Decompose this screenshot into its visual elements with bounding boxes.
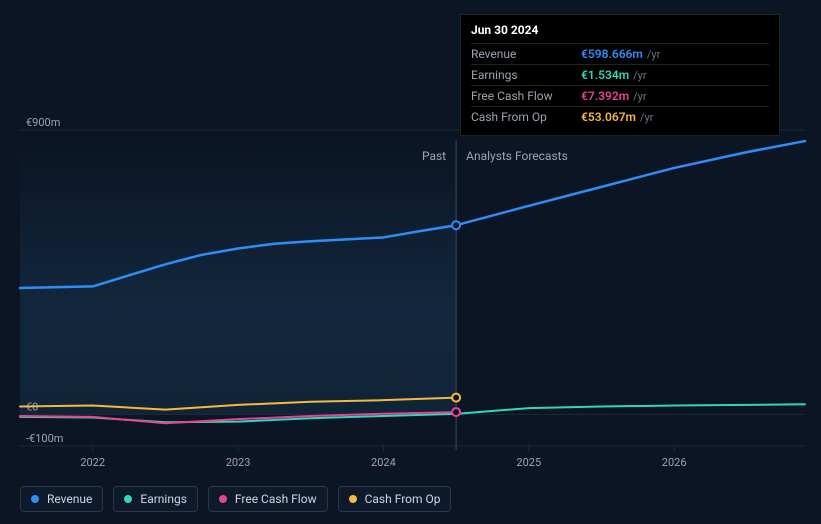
- tooltip-unit: /yr: [633, 69, 646, 82]
- legend-label: Cash From Op: [365, 492, 441, 506]
- legend-dot-icon: [349, 495, 357, 503]
- forecast-label: Analysts Forecasts: [466, 149, 568, 163]
- chart-tooltip: Jun 30 2024 Revenue€598.666m/yrEarnings€…: [460, 14, 780, 136]
- svg-text:2026: 2026: [662, 456, 687, 469]
- legend-label: Revenue: [47, 492, 92, 506]
- chart-legend: Revenue Earnings Free Cash Flow Cash From O…: [20, 486, 451, 512]
- tooltip-row: Earnings€1.534m/yr: [471, 64, 769, 85]
- tooltip-unit: /yr: [647, 48, 660, 61]
- svg-text:2022: 2022: [80, 456, 105, 469]
- legend-item-earnings[interactable]: Earnings: [113, 486, 198, 512]
- marker-cfo: [452, 394, 460, 402]
- legend-dot-icon: [31, 495, 39, 503]
- svg-text:€900m: €900m: [26, 116, 60, 129]
- legend-dot-icon: [124, 495, 132, 503]
- past-label: Past: [422, 149, 446, 163]
- tooltip-row: Revenue€598.666m/yr: [471, 43, 769, 64]
- tooltip-row: Cash From Op€53.067m/yr: [471, 106, 769, 127]
- tooltip-label: Cash From Op: [471, 110, 581, 124]
- tooltip-date: Jun 30 2024: [471, 23, 769, 37]
- tooltip-unit: /yr: [640, 111, 653, 124]
- marker-fcf: [452, 408, 460, 416]
- svg-text:2023: 2023: [226, 456, 251, 469]
- svg-text:2025: 2025: [516, 456, 541, 469]
- legend-item-revenue[interactable]: Revenue: [20, 486, 103, 512]
- tooltip-unit: /yr: [633, 90, 646, 103]
- tooltip-value: €1.534m: [581, 68, 629, 82]
- svg-text:-€100m: -€100m: [26, 432, 63, 445]
- tooltip-value: €7.392m: [581, 89, 629, 103]
- tooltip-label: Free Cash Flow: [471, 89, 581, 103]
- tooltip-label: Revenue: [471, 47, 581, 61]
- svg-text:2024: 2024: [371, 456, 396, 469]
- tooltip-row: Free Cash Flow€7.392m/yr: [471, 85, 769, 106]
- tooltip-label: Earnings: [471, 68, 581, 82]
- legend-dot-icon: [219, 495, 227, 503]
- legend-item-fcf[interactable]: Free Cash Flow: [208, 486, 328, 512]
- legend-label: Free Cash Flow: [235, 492, 317, 506]
- tooltip-value: €598.666m: [581, 47, 643, 61]
- financials-chart: €900m€0-€100m20222023202420252026PastAna…: [0, 0, 821, 524]
- legend-item-cfo[interactable]: Cash From Op: [338, 486, 452, 512]
- legend-label: Earnings: [140, 492, 187, 506]
- marker-revenue: [452, 221, 460, 229]
- tooltip-value: €53.067m: [581, 110, 636, 124]
